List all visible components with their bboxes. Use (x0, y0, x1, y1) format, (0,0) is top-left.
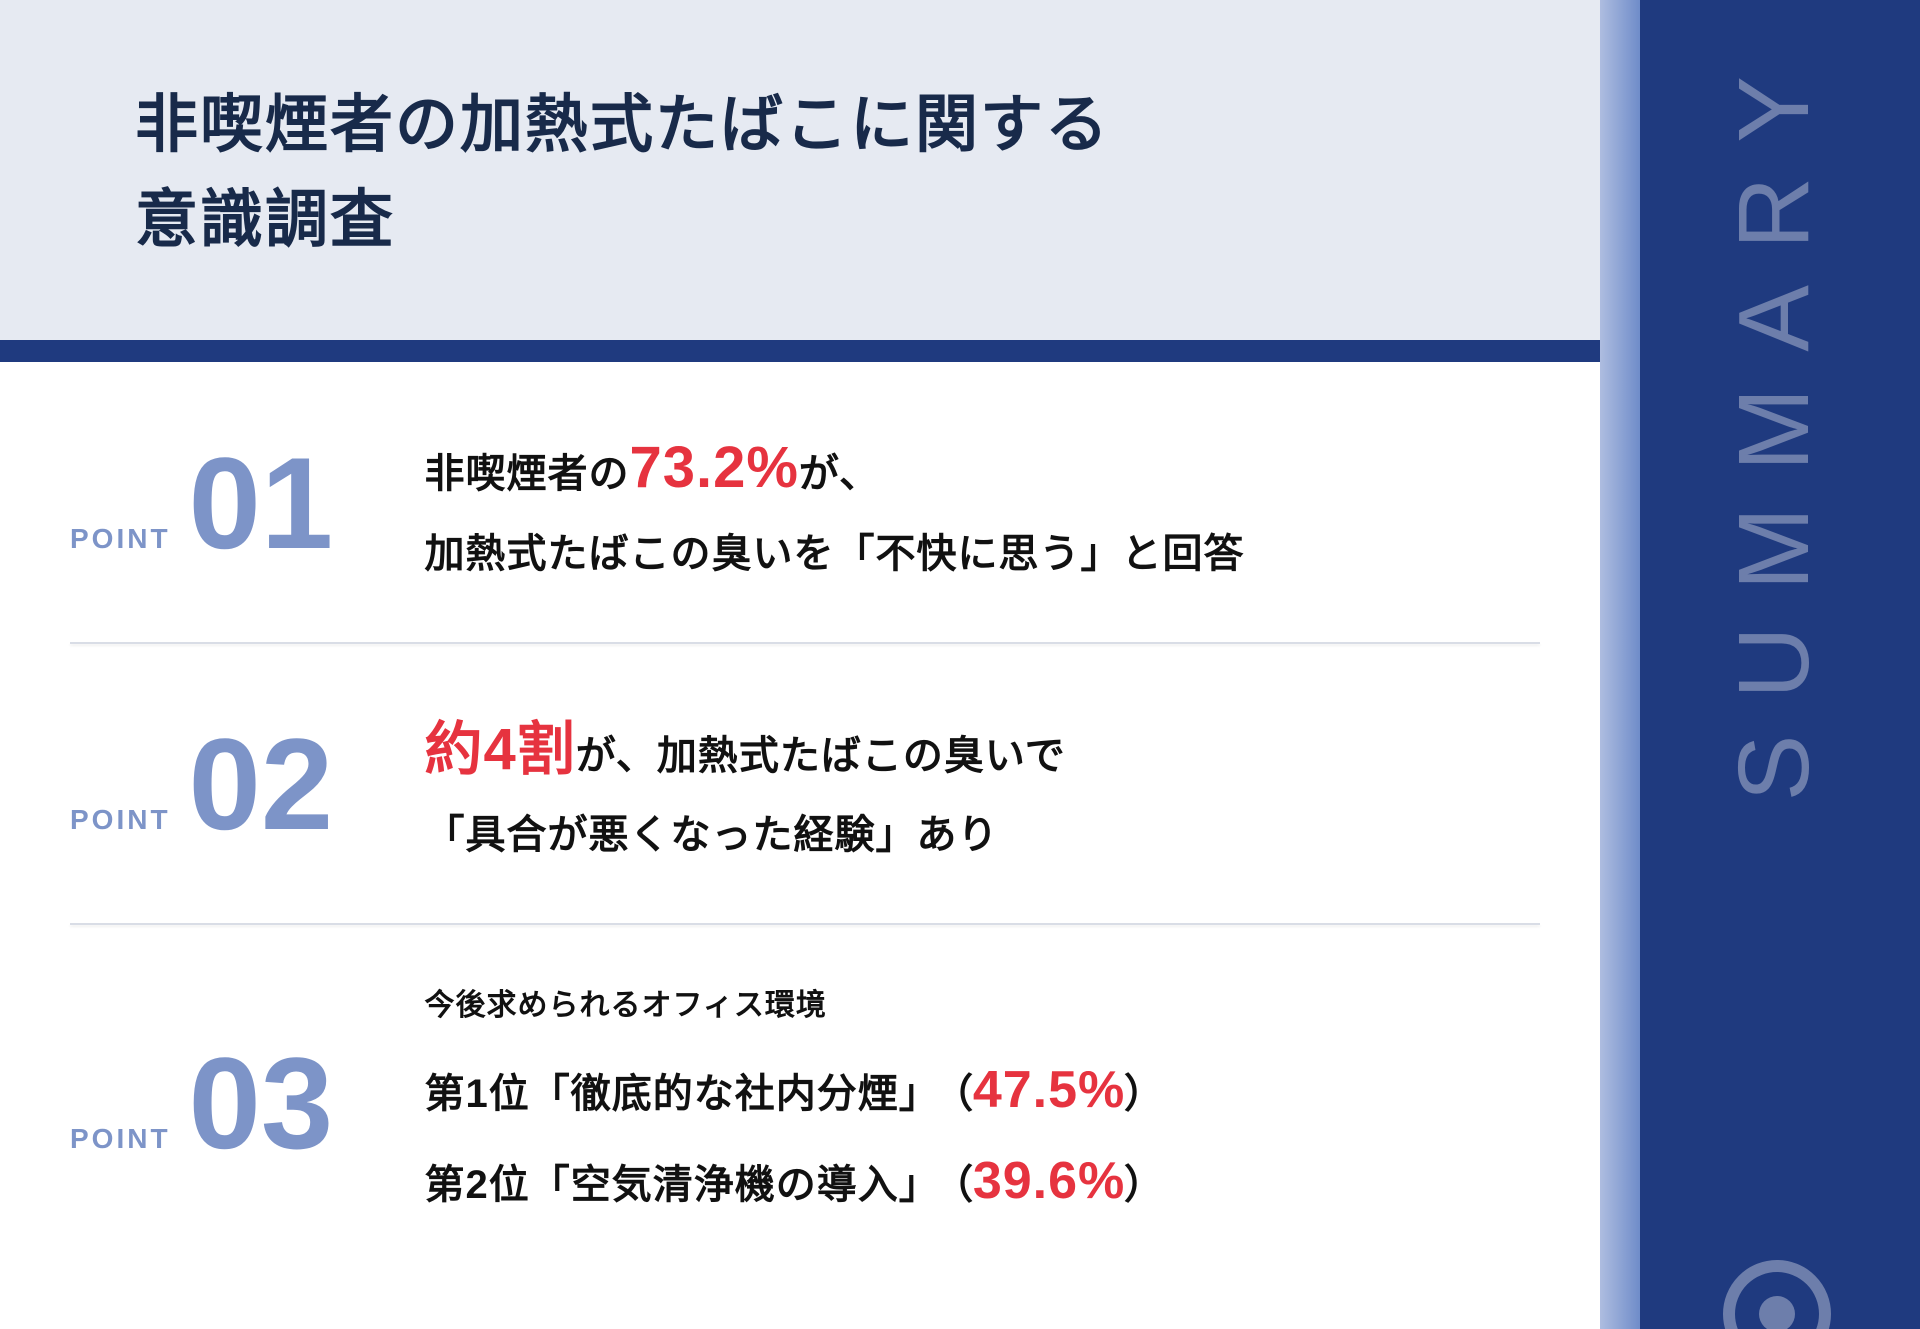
slide-title: 非喫煙者の加熱式たばこに関する 意識調査 (135, 78, 1110, 267)
p03-rank2-prefix: 第2位「空気清浄機の導入」 (424, 1163, 939, 1207)
point-row-03: POINT 03 今後求められるオフィス環境 第1位「徹底的な社内分煙」 （47… (0, 925, 1600, 1282)
p02-post1: が、加熱式たばこの臭いで (576, 734, 1066, 778)
p03-rank2-close: ） (1125, 1163, 1146, 1207)
p03-lead: 今後求められるオフィス環境 (424, 980, 1146, 1033)
p03-rank2-stat: 39.6% (973, 1152, 1125, 1210)
slide-canvas: 非喫煙者の加熱式たばこに関する 意識調査 POINT 01 非喫煙者の73.2%… (0, 0, 1920, 1329)
point-left-01: POINT 01 (70, 438, 420, 568)
p01-line2: 加熱式たばこの臭いを「不快に思う」と回答 (424, 532, 1244, 576)
sidebar-strip: SUMMARY (1640, 0, 1920, 1329)
p03-rank1-prefix: 第1位「徹底的な社内分煙」 (424, 1072, 939, 1116)
p01-stat1: 73.2% (629, 435, 798, 500)
point-number-03: 03 (189, 1038, 334, 1168)
point-left-03: POINT 03 (70, 1038, 420, 1168)
title-line-2: 意識調査 (135, 185, 395, 255)
p02-line2: 「具合が悪くなった経験」あり (424, 813, 998, 857)
point-row-02: POINT 02 約4割が、加熱式たばこの臭いで 「具合が悪くなった経験」あり (0, 644, 1600, 926)
p03-rank1-stat: 47.5% (973, 1061, 1125, 1119)
sidebar-light-stripe (1600, 0, 1640, 1329)
point-number-02: 02 (189, 719, 334, 849)
p01-post1: が、 (799, 452, 880, 496)
header-underline (0, 340, 1600, 362)
p03-rank-2: 第2位「空気清浄機の導入」 （39.6%） (424, 1136, 1146, 1227)
point-number-01: 01 (189, 438, 334, 568)
point-left-02: POINT 02 (70, 719, 420, 849)
point-label-03: POINT (70, 1123, 171, 1155)
point-body-02: 約4割が、加熱式たばこの臭いで 「具合が悪くなった経験」あり (424, 699, 1065, 871)
title-line-1: 非喫煙者の加熱式たばこに関する (135, 90, 1110, 160)
p03-rank-1: 第1位「徹底的な社内分煙」 （47.5%） (424, 1045, 1146, 1136)
magnifier-icon (1702, 1239, 1852, 1329)
p01-pre1: 非喫煙者の (424, 452, 629, 496)
sidebar-label: SUMMARY (1717, 40, 1832, 801)
point-body-03: 今後求められるオフィス環境 第1位「徹底的な社内分煙」 （47.5%） 第2位「… (424, 980, 1146, 1227)
header-band: 非喫煙者の加熱式たばこに関する 意識調査 (0, 0, 1600, 340)
point-label-02: POINT (70, 804, 171, 836)
p03-rank1-open: （ (952, 1072, 973, 1116)
p02-stat1: 約4割 (424, 717, 575, 782)
point-row-01: POINT 01 非喫煙者の73.2%が、 加熱式たばこの臭いを「不快に思う」と… (0, 362, 1600, 644)
p03-rank1-close: ） (1125, 1072, 1146, 1116)
points-list: POINT 01 非喫煙者の73.2%が、 加熱式たばこの臭いを「不快に思う」と… (0, 362, 1600, 1329)
p03-rank2-open: （ (952, 1163, 973, 1207)
point-label-01: POINT (70, 523, 171, 555)
point-body-01: 非喫煙者の73.2%が、 加熱式たばこの臭いを「不快に思う」と回答 (424, 417, 1244, 589)
